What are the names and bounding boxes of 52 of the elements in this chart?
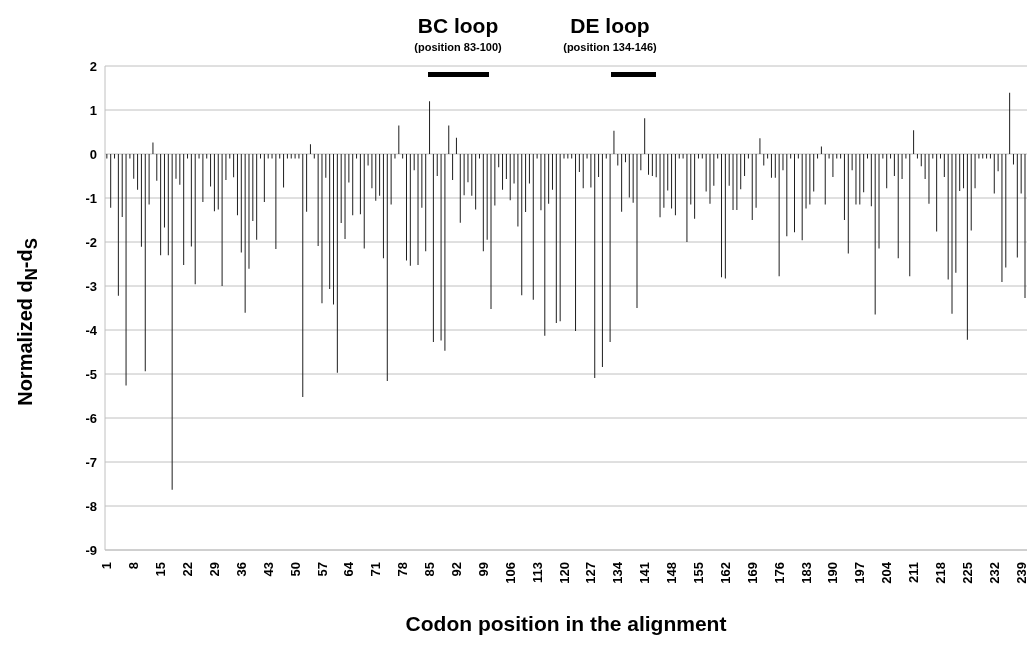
y-tick-label: 1 (89, 102, 97, 118)
x-tick-label: 134 (610, 561, 626, 584)
x-tick-label: 190 (825, 562, 841, 584)
x-tick-label: 162 (717, 562, 733, 584)
x-tick-label: 120 (556, 562, 572, 584)
text: DE loop (569, 14, 651, 38)
x-tick-label: 29 (206, 562, 222, 577)
y-tick-label: 0 (89, 146, 97, 162)
x-tick-label: 197 (852, 562, 868, 584)
x-tick-label: 113 (529, 562, 545, 583)
x-tick-label: 106 (502, 562, 518, 584)
x-tick-label: 43 (260, 562, 276, 577)
text: BC loop (416, 14, 500, 38)
x-tick-label: 127 (583, 562, 599, 584)
x-tick-label: 85 (422, 562, 438, 577)
x-tick-label: 36 (233, 562, 249, 577)
x-tick-label: 57 (314, 562, 330, 577)
x-tick-label: 15 (153, 562, 169, 577)
x-tick-label: 148 (664, 562, 680, 584)
x-tick-label: 183 (798, 562, 814, 584)
x-tick-label: 232 (986, 562, 1002, 584)
y-tick-label: -4 (85, 322, 98, 338)
y-tick-label: -9 (85, 542, 97, 558)
y-tick-label: -1 (85, 190, 97, 206)
x-tick-label: 22 (180, 562, 196, 577)
x-tick-label: 71 (368, 562, 384, 577)
x-tick-label: 92 (449, 562, 465, 577)
y-tick-label: -2 (85, 234, 97, 250)
x-axis-title: Codon position in the alignment (404, 612, 728, 636)
text: (position 134-146) (562, 41, 658, 53)
x-tick-label: 169 (744, 562, 760, 584)
y-tick-label: -6 (85, 410, 97, 426)
x-tick-label: 50 (287, 562, 303, 577)
x-tick-label: 176 (771, 562, 787, 584)
x-tick-label: 239 (1013, 562, 1029, 584)
y-tick-label: -5 (85, 366, 97, 382)
x-tick-label: 64 (341, 561, 357, 577)
x-tick-label: 204 (879, 561, 895, 584)
x-tick-label: 1 (99, 562, 115, 570)
x-tick-label: 218 (933, 562, 949, 584)
x-tick-label: 211 (906, 562, 922, 583)
x-tick-label: 225 (959, 562, 975, 584)
x-tick-label: 155 (691, 562, 707, 584)
x-tick-label: 141 (637, 562, 653, 584)
x-tick-label: 99 (475, 562, 491, 577)
y-tick-label: -3 (85, 278, 97, 294)
text: (position 83-100) (413, 41, 503, 53)
y-tick-label: -7 (85, 454, 97, 470)
y-tick-label: -8 (85, 498, 97, 514)
x-tick-label: 8 (126, 562, 142, 570)
x-tick-label: 78 (395, 562, 411, 577)
y-tick-label: 2 (89, 58, 97, 74)
